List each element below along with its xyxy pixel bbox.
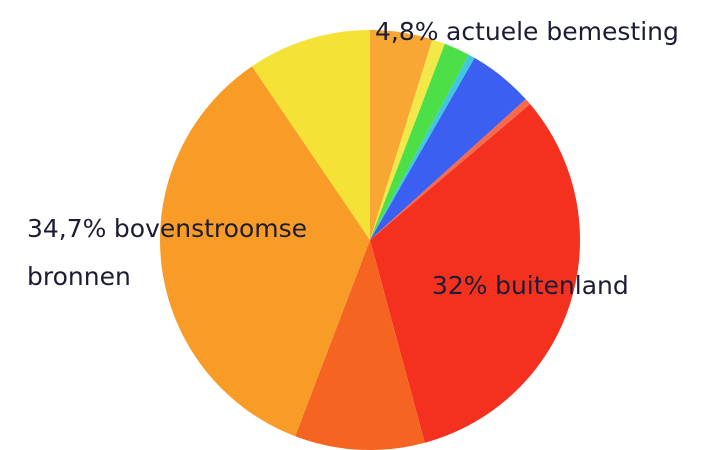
- pie-slice: [370, 54, 475, 240]
- slice-label: 4,8% actuele bemesting: [375, 8, 679, 56]
- value-label: 32%: [432, 271, 488, 300]
- pie-slice: [370, 39, 445, 240]
- pie-slice: [251, 30, 370, 240]
- pie-slice: [370, 99, 531, 240]
- pie-slice: [370, 57, 526, 240]
- pie-slice: [370, 43, 469, 240]
- slice-label: 34,7% bovenstroomse bronnen: [27, 205, 357, 301]
- value-label: 4,8%: [375, 17, 439, 46]
- category-label: buitenland: [495, 271, 629, 300]
- category-label: bovenstroomse bronnen: [27, 214, 308, 291]
- category-label: actuele bemesting: [446, 17, 679, 46]
- pie-slice: [295, 240, 425, 450]
- pie-slice: [370, 104, 580, 443]
- pie-slice: [370, 30, 433, 240]
- pie-slice: [160, 66, 370, 437]
- value-label: 34,7%: [27, 214, 107, 243]
- slice-label: 32% buitenland: [432, 262, 629, 310]
